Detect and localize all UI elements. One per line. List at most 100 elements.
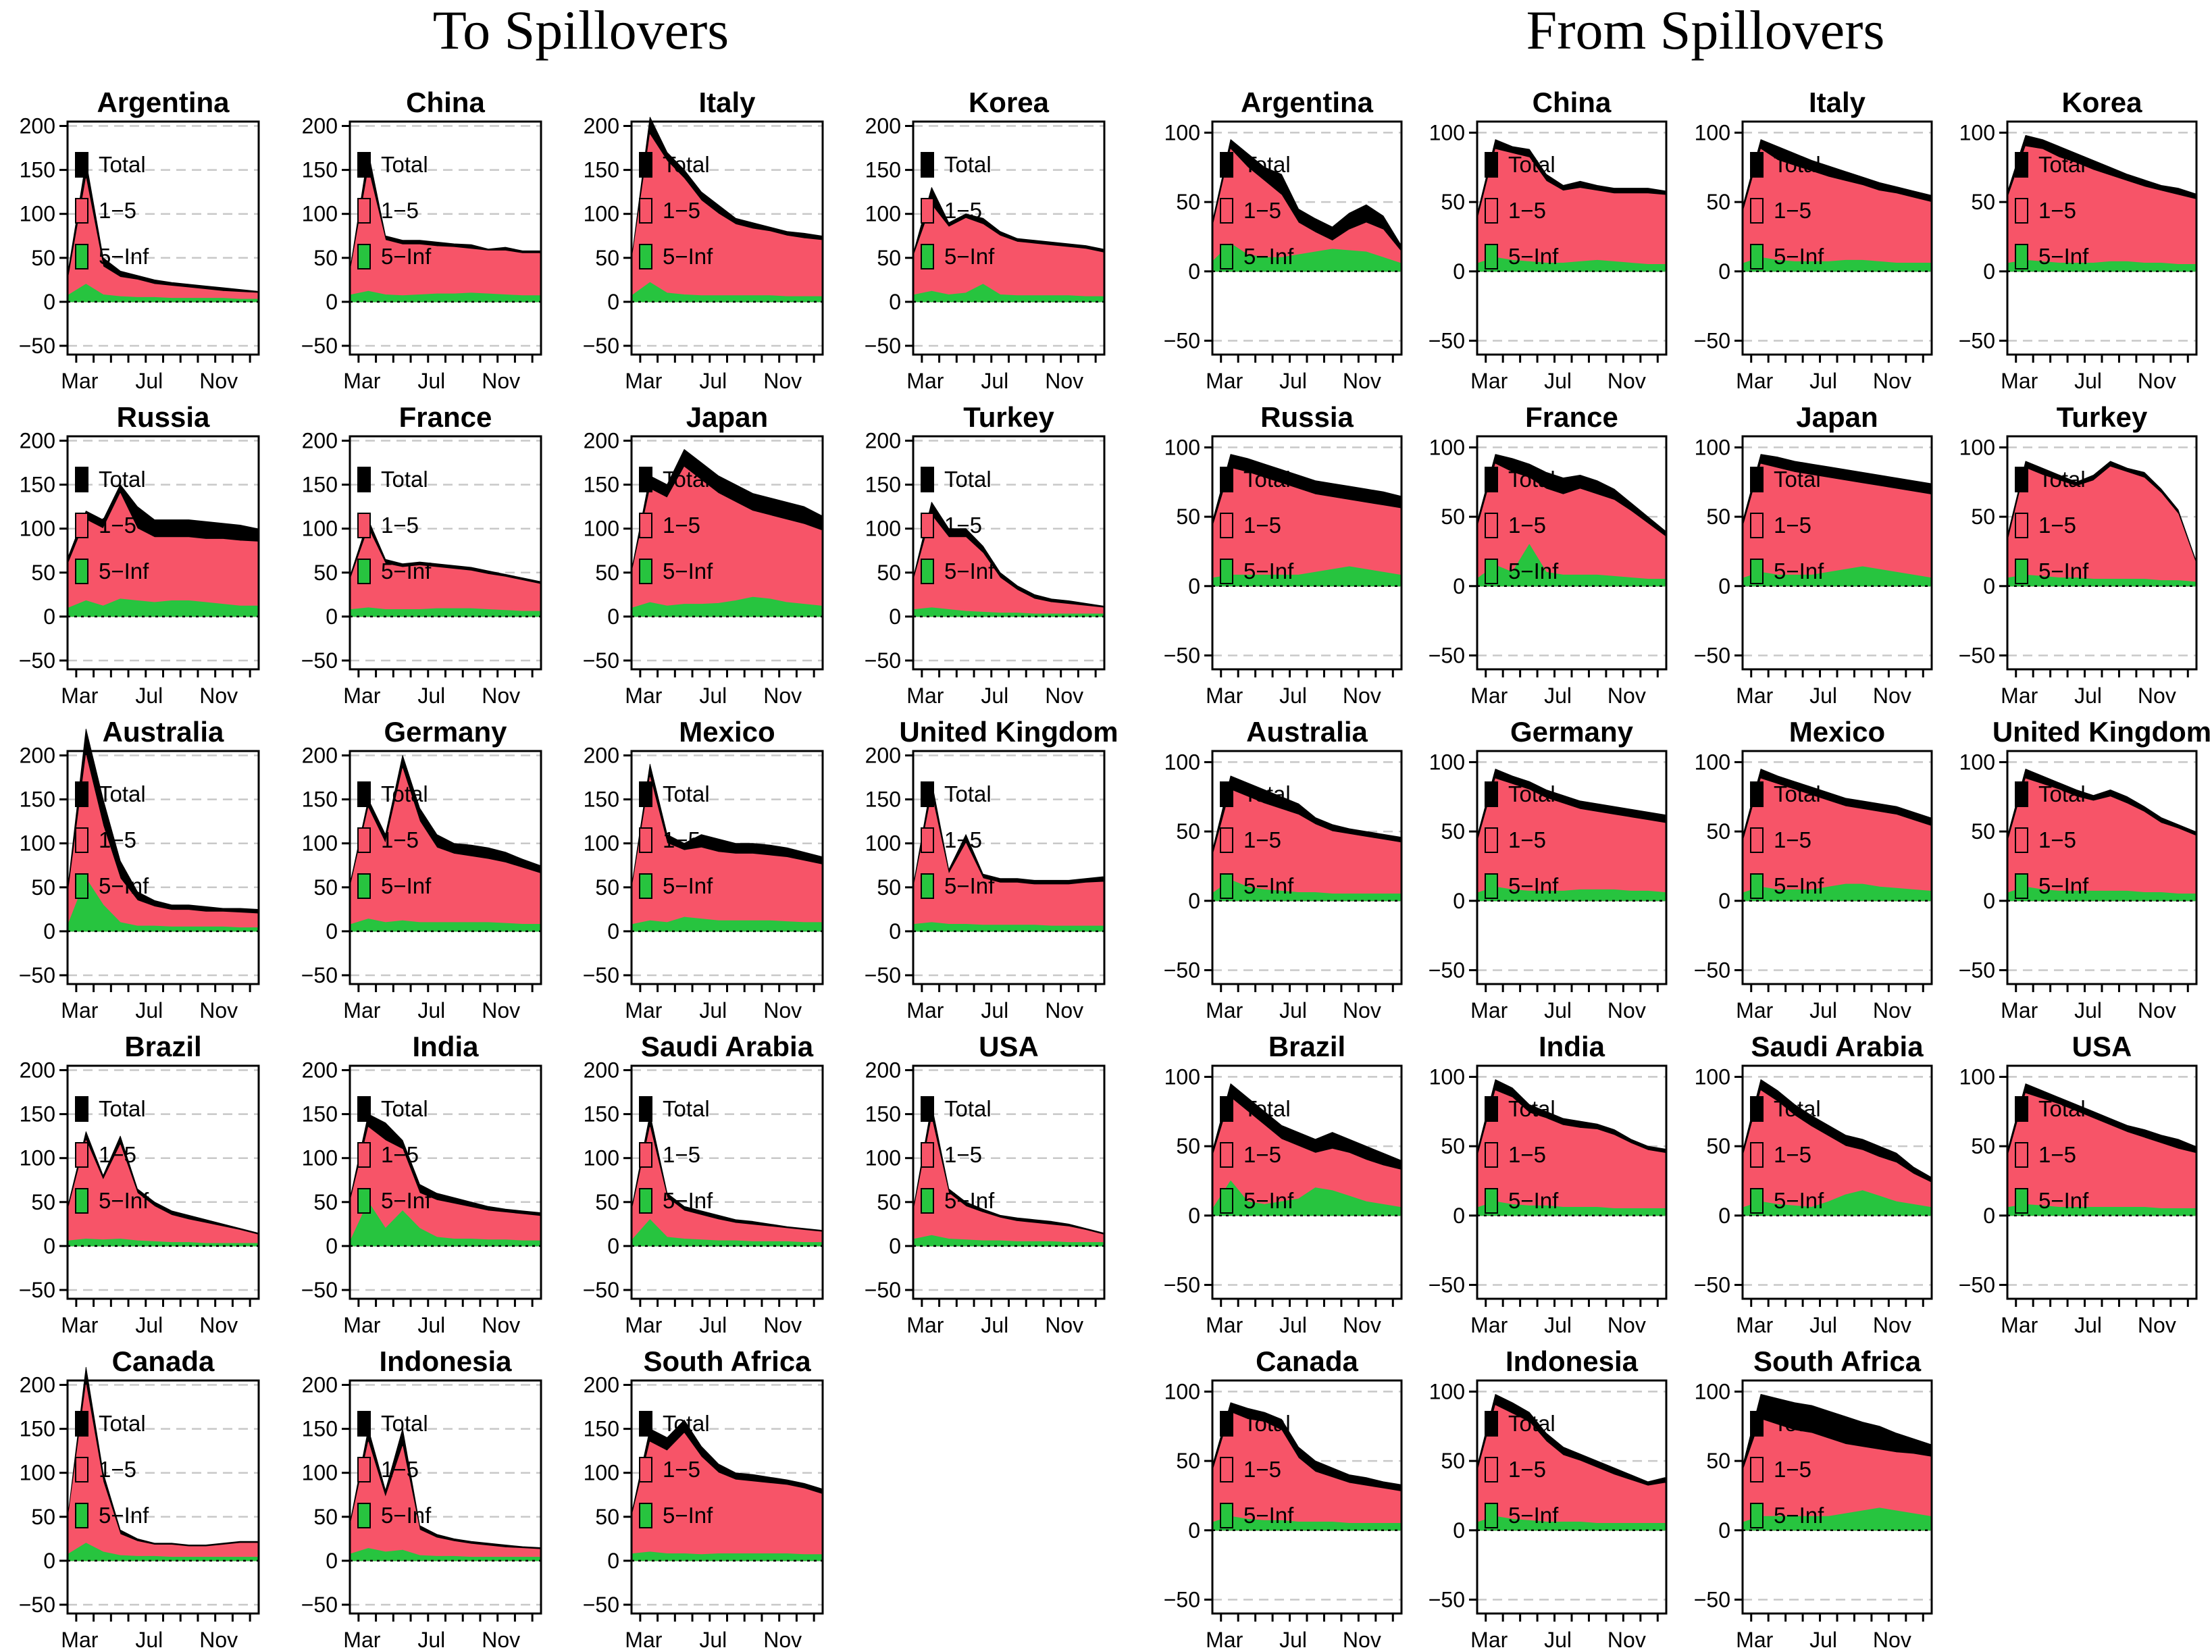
short-horizon-area <box>632 1127 822 1247</box>
y-tick-label: 150 <box>302 158 338 182</box>
x-tick-label: Mar <box>61 1313 98 1337</box>
legend-label: 5−Inf <box>99 1188 149 1213</box>
legend-swatch <box>75 559 88 584</box>
y-tick-label: 50 <box>1176 1449 1200 1473</box>
y-tick-label: 100 <box>1959 435 1995 459</box>
x-tick-label: Mar <box>343 1628 380 1652</box>
y-tick-label: 100 <box>302 1146 338 1170</box>
legend-label: 1−5 <box>1243 198 1281 223</box>
short-horizon-area <box>1478 1090 1666 1216</box>
legend-swatch <box>1220 781 1233 807</box>
x-tick-label: Mar <box>906 683 944 708</box>
long-horizon-area <box>1213 243 1401 272</box>
y-tick-label: 50 <box>1706 819 1730 844</box>
legend-label: Total <box>381 1096 428 1121</box>
legend-label: Total <box>1774 467 1821 492</box>
long-horizon-area <box>351 1548 540 1561</box>
legend-swatch <box>639 513 652 538</box>
legend-swatch <box>2015 244 2028 269</box>
x-tick-label: Nov <box>1343 1628 1381 1652</box>
legend-label: 1−5 <box>99 1142 136 1167</box>
legend-swatch <box>639 559 652 584</box>
y-tick-label: 200 <box>865 114 901 138</box>
y-tick-label: −50 <box>1164 958 1200 982</box>
short-horizon-area <box>351 768 540 932</box>
x-tick-label: Jul <box>699 1313 727 1337</box>
y-tick-label: 50 <box>31 246 55 270</box>
x-tick-label: Mar <box>625 1628 662 1652</box>
x-tick-label: Jul <box>135 1628 163 1652</box>
y-tick-label: 50 <box>1441 819 1465 844</box>
x-tick-label: Jul <box>417 1313 445 1337</box>
panel-title: Turkey <box>963 401 1054 433</box>
x-tick-label: Mar <box>1736 1313 1773 1337</box>
legend-swatch <box>921 873 934 899</box>
x-tick-label: Nov <box>482 1313 520 1337</box>
legend-swatch <box>1485 1503 1498 1528</box>
legend-label: 1−5 <box>99 1457 136 1482</box>
y-tick-label: 100 <box>1164 1379 1200 1403</box>
y-tick-label: 50 <box>1176 505 1200 529</box>
section-title-to: To Spillovers <box>433 0 729 61</box>
legend-label: 1−5 <box>381 198 419 223</box>
legend-swatch <box>75 827 88 853</box>
y-tick-label: 0 <box>1718 1204 1730 1228</box>
legend-label: 1−5 <box>944 513 982 538</box>
y-tick-label: 50 <box>313 1190 338 1214</box>
panel-title: India <box>1539 1031 1605 1062</box>
legend-swatch <box>1220 513 1233 538</box>
legend-label: 1−5 <box>381 1457 419 1482</box>
x-tick-label: Nov <box>1873 1628 1911 1652</box>
x-tick-label: Nov <box>763 369 802 393</box>
x-tick-label: Mar <box>1736 369 1773 393</box>
panel-title: Indonesia <box>1506 1345 1639 1377</box>
y-tick-label: 100 <box>584 831 619 856</box>
y-tick-label: 0 <box>326 919 338 944</box>
legend-label: Total <box>1774 1411 1821 1436</box>
y-tick-label: 0 <box>1718 1518 1730 1543</box>
long-horizon-area <box>914 284 1104 303</box>
legend-label: 5−Inf <box>1774 1503 1824 1528</box>
short-horizon-area <box>1213 1412 1401 1531</box>
y-tick-label: 0 <box>889 290 901 314</box>
long-horizon-area <box>632 596 822 617</box>
x-tick-label: Mar <box>906 369 944 393</box>
legend-label: 5−Inf <box>2038 873 2089 898</box>
x-tick-label: Jul <box>135 683 163 708</box>
y-tick-label: 50 <box>595 875 619 900</box>
panel-title: Saudi Arabia <box>1751 1031 1924 1062</box>
legend-label: 5−Inf <box>99 1503 149 1528</box>
y-tick-label: 100 <box>1164 435 1200 459</box>
x-tick-label: Jul <box>1809 369 1837 393</box>
y-tick-label: 200 <box>584 1373 619 1397</box>
long-horizon-area <box>1743 566 1931 587</box>
panel-title: Saudi Arabia <box>641 1031 814 1062</box>
legend-swatch <box>1750 1188 1764 1214</box>
legend-label: 1−5 <box>663 198 700 223</box>
legend-label: Total <box>663 781 710 806</box>
x-tick-label: Nov <box>482 998 520 1023</box>
x-tick-label: Nov <box>763 683 802 708</box>
x-tick-label: Mar <box>1206 369 1243 393</box>
y-tick-label: 50 <box>313 561 338 585</box>
short-horizon-area <box>632 467 822 617</box>
x-tick-label: Mar <box>625 1313 662 1337</box>
section-title-from: From Spillovers <box>1526 0 1885 61</box>
legend-label: Total <box>1508 1096 1555 1121</box>
legend-label: 5−Inf <box>944 559 995 584</box>
x-tick-label: Mar <box>343 998 380 1023</box>
x-tick-label: Nov <box>1045 683 1083 708</box>
legend-label: Total <box>381 467 428 492</box>
x-tick-label: Mar <box>1470 1628 1508 1652</box>
panel-title: Mexico <box>679 716 775 748</box>
legend-swatch <box>2015 873 2028 899</box>
x-tick-label: Mar <box>1736 998 1773 1023</box>
